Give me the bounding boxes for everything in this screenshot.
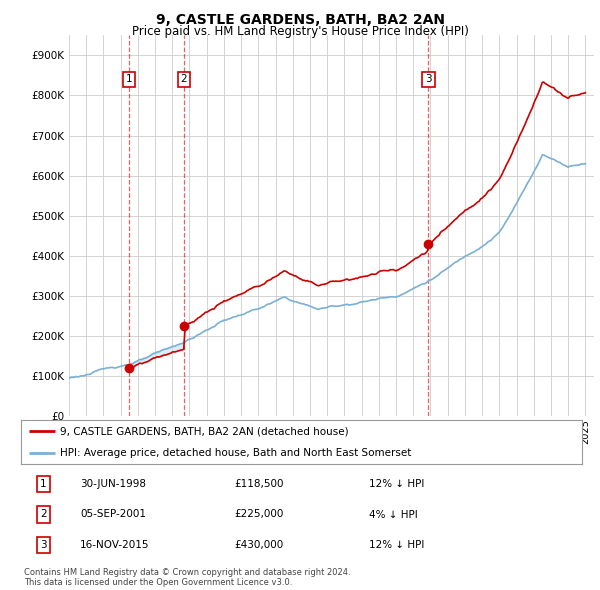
Text: 30-JUN-1998: 30-JUN-1998 <box>80 479 146 489</box>
Text: HPI: Average price, detached house, Bath and North East Somerset: HPI: Average price, detached house, Bath… <box>60 448 412 458</box>
Text: 2: 2 <box>181 74 187 84</box>
Text: Price paid vs. HM Land Registry's House Price Index (HPI): Price paid vs. HM Land Registry's House … <box>131 25 469 38</box>
Text: 3: 3 <box>425 74 432 84</box>
Text: 2: 2 <box>40 510 47 519</box>
Text: 9, CASTLE GARDENS, BATH, BA2 2AN (detached house): 9, CASTLE GARDENS, BATH, BA2 2AN (detach… <box>60 426 349 436</box>
Text: £118,500: £118,500 <box>234 479 284 489</box>
Text: 12% ↓ HPI: 12% ↓ HPI <box>369 479 424 489</box>
Text: Contains HM Land Registry data © Crown copyright and database right 2024.
This d: Contains HM Land Registry data © Crown c… <box>24 568 350 587</box>
Text: £225,000: £225,000 <box>234 510 284 519</box>
Text: £430,000: £430,000 <box>234 540 283 550</box>
Text: 1: 1 <box>126 74 133 84</box>
Text: 05-SEP-2001: 05-SEP-2001 <box>80 510 146 519</box>
Text: 1: 1 <box>40 479 47 489</box>
Text: 12% ↓ HPI: 12% ↓ HPI <box>369 540 424 550</box>
Text: 9, CASTLE GARDENS, BATH, BA2 2AN: 9, CASTLE GARDENS, BATH, BA2 2AN <box>155 13 445 27</box>
Text: 16-NOV-2015: 16-NOV-2015 <box>80 540 149 550</box>
Text: 4% ↓ HPI: 4% ↓ HPI <box>369 510 418 519</box>
Text: 3: 3 <box>40 540 47 550</box>
